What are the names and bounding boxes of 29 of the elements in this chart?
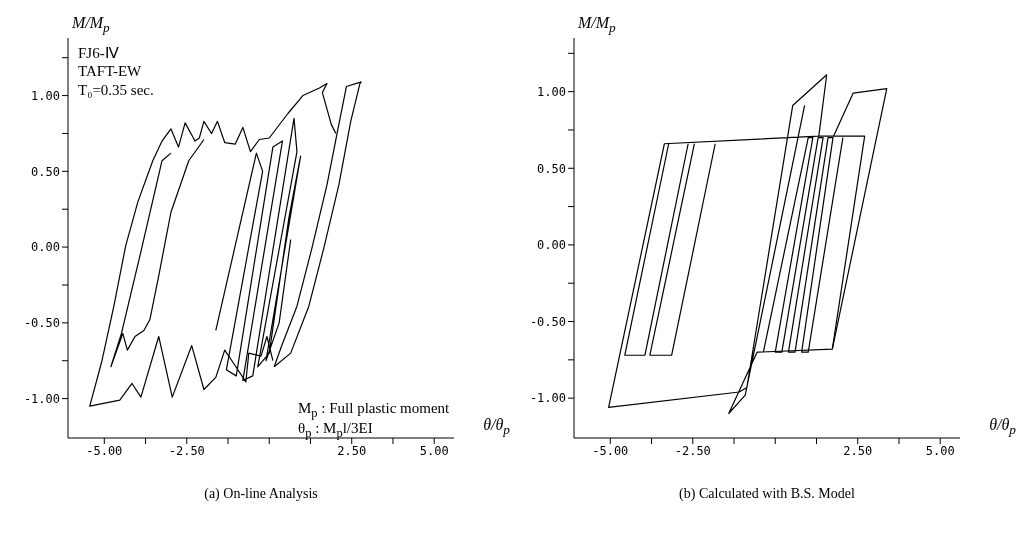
text: (a) On-line Analysis [203,486,319,502]
y-tick-label: 0.00 [537,238,566,253]
y-tick-label: 0.00 [31,240,60,255]
text: (b) Calculated with B.S. Model [678,486,856,502]
x-axis-title: θ/θ$_{p}$ [483,416,510,439]
x-tick-label: -2.50 [674,443,711,458]
annotation: TAFT-EW [78,63,142,80]
y-axis-title: M/M$_{p}$ [578,14,616,37]
x-axis-title: θ/θ$_{p}$ [989,416,1016,439]
y-tick-label: -1.00 [23,391,60,406]
y-tick-label: -0.50 [529,314,566,329]
x-tick-label: 5.00 [419,443,449,458]
x-tick-label: 2.50 [843,443,873,458]
annotation: M$_{p}$ : Full plastic moment [298,400,450,421]
annotation: FJ6-Ⅳ [78,44,119,62]
annotation: θ$_{p}$ : M$_{p}$l/3EI [298,420,373,441]
y-tick-label: 0.50 [537,161,566,176]
x-tick-label: -5.00 [86,443,123,458]
y-axis-title: M/M$_{p}$ [72,14,110,37]
y-tick-label: -1.00 [529,391,566,406]
x-tick-label: -2.50 [168,443,205,458]
y-tick-label: -0.50 [23,316,60,331]
annotation: T₀=0.35 sec. [78,82,154,99]
y-tick-label: 1.00 [31,88,60,103]
x-tick-label: 5.00 [925,443,955,458]
x-tick-label: 2.50 [337,443,367,458]
x-tick-label: -5.00 [592,443,629,458]
y-tick-label: 1.00 [537,84,566,99]
y-tick-label: 0.50 [31,164,60,179]
